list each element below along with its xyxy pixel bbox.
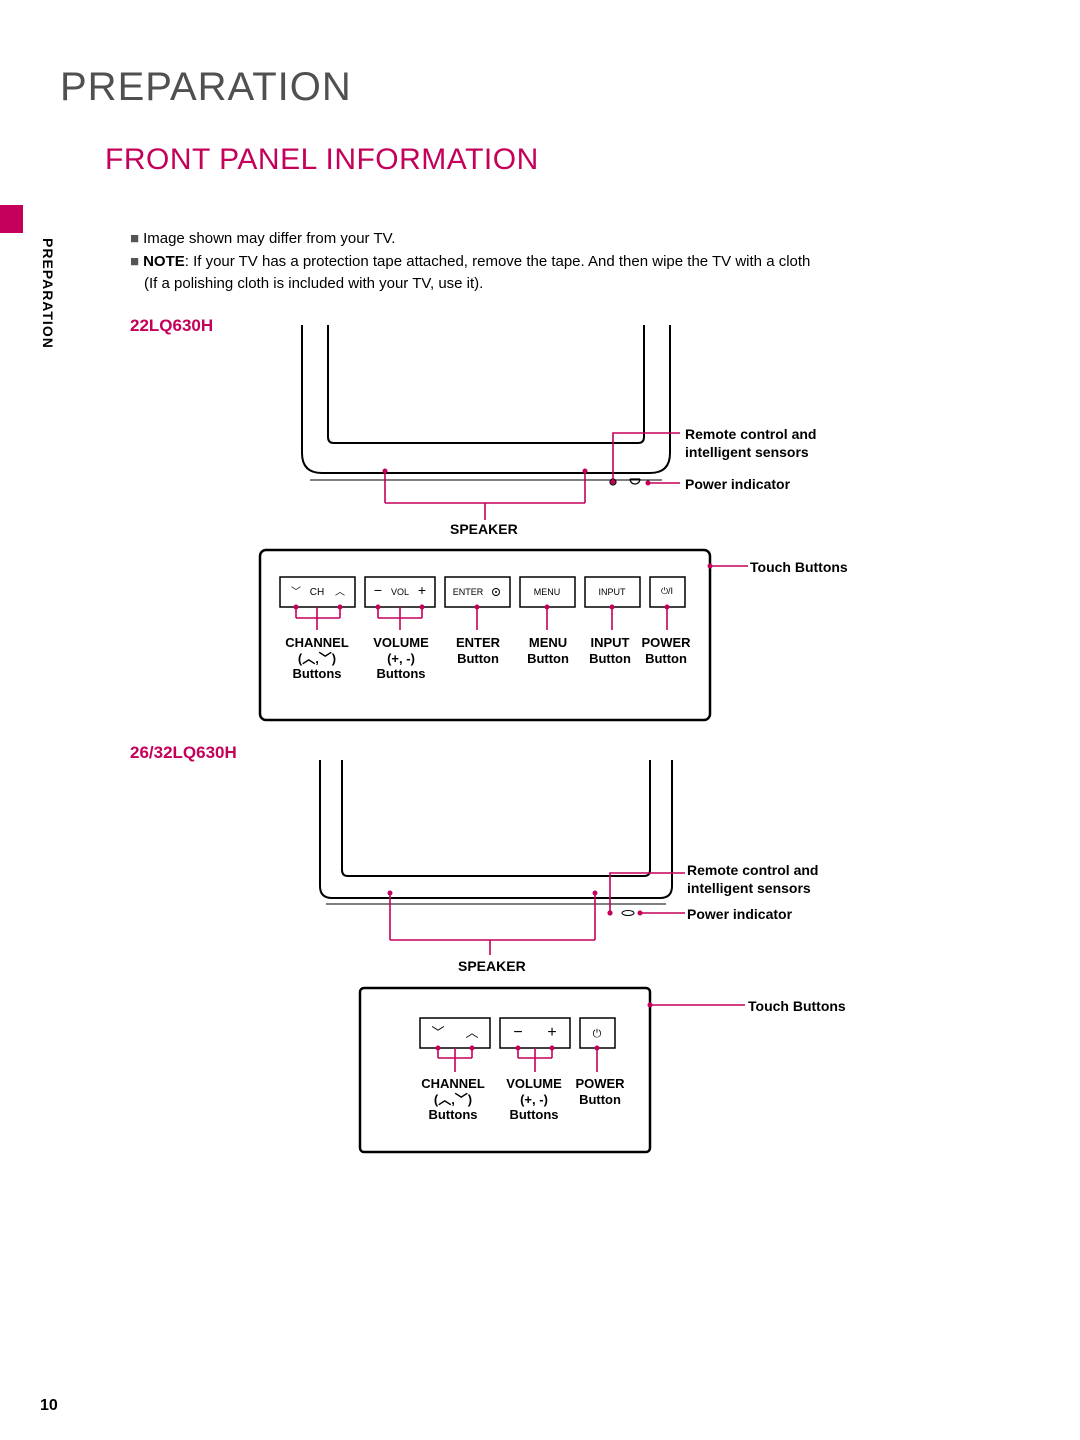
page-title: PREPARATION [60,65,352,110]
model1-diagram: ﹀ CH ︿ − VOL + ENTER MENU INPUT ⏻/I [250,325,970,730]
model2-diagram: ﹀ ︿ − + ⏻ [290,760,970,1180]
note-line3: (If a polishing cloth is included with y… [144,275,483,292]
sidebar-label: PREPARATION [40,238,56,349]
m1-lbl-power2: Button [645,651,687,666]
m2-lbl-vol: VOLUME [506,1076,562,1091]
svg-text:CH: CH [310,587,324,598]
m1-lbl-enter2: Button [457,651,499,666]
m2-callout-remote: Remote control and intelligent sensors [687,862,867,897]
m1-lbl-power: POWER [641,635,690,650]
m1-lbl-vol3: Buttons [376,666,425,681]
m1-lbl-enter: ENTER [456,635,500,650]
svg-text:﹀: ﹀ [291,586,301,598]
m2-lbl-vol3: Buttons [509,1107,558,1122]
svg-text:﹀: ﹀ [431,1025,444,1040]
m1-speaker-label: SPEAKER [450,521,518,539]
m2-lbl-vol2: (+, -) [520,1092,548,1107]
m1-lbl-input: INPUT [591,635,630,650]
m2-callout-touch: Touch Buttons [748,998,846,1016]
m1-lbl-ch2: (︿,﹀) [298,651,336,666]
sidebar-accent [0,205,23,233]
m2-lbl-pow: POWER [575,1076,624,1091]
page-number: 10 [40,1397,58,1415]
m1-lbl-ch3: Buttons [292,666,341,681]
m1-callout-touch: Touch Buttons [750,559,848,577]
note-bold: NOTE [143,253,185,270]
section-title: FRONT PANEL INFORMATION [105,143,539,177]
m1-callout-remote: Remote control and intelligent sensors [685,426,865,461]
svg-text:+: + [547,1024,556,1041]
m1-lbl-menu: MENU [529,635,567,650]
m2-callout-power: Power indicator [687,906,792,924]
m1-lbl-input2: Button [589,651,631,666]
m2-lbl-ch3: Buttons [428,1107,477,1122]
svg-text:+: + [418,582,426,598]
m1-lbl-ch: CHANNEL [285,635,349,650]
svg-text:︿: ︿ [465,1025,478,1040]
m1-lbl-menu2: Button [527,651,569,666]
m2-speaker-label: SPEAKER [458,958,526,976]
svg-text:VOL: VOL [391,587,409,597]
svg-text:−: − [513,1024,522,1041]
note-line2: : If your TV has a protection tape attac… [185,253,811,270]
svg-text:ENTER: ENTER [453,587,484,597]
model1-title: 22LQ630H [130,316,213,336]
m1-callout-power: Power indicator [685,476,790,494]
svg-text:⏻/I: ⏻/I [661,586,673,596]
svg-text:⏻: ⏻ [593,1028,602,1040]
notes-block: ■Image shown may differ from your TV. ■N… [130,228,960,296]
note-line1: Image shown may differ from your TV. [143,230,395,247]
svg-text:−: − [374,582,382,598]
m2-lbl-ch2: (︿,﹀) [434,1092,472,1107]
svg-text:INPUT: INPUT [599,587,627,597]
svg-text:︿: ︿ [335,587,345,598]
m2-lbl-ch: CHANNEL [421,1076,485,1091]
model2-title: 26/32LQ630H [130,743,237,763]
svg-text:MENU: MENU [534,587,561,597]
m1-lbl-vol2: (+, -) [387,651,415,666]
m2-lbl-pow2: Button [579,1092,621,1107]
m1-lbl-vol: VOLUME [373,635,429,650]
